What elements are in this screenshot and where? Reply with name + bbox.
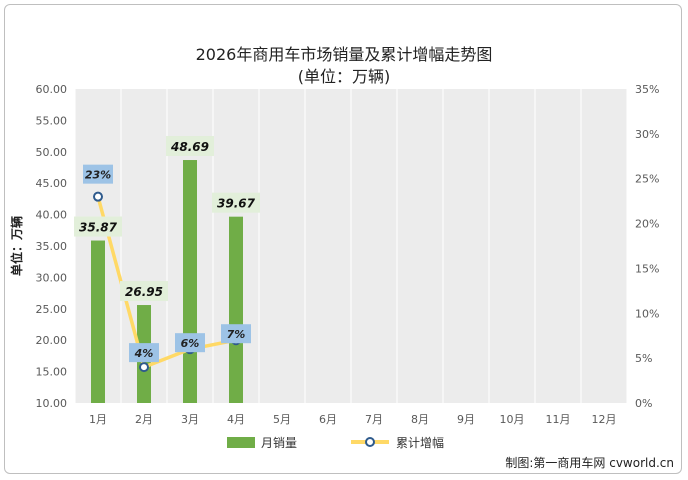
y-tick-label: 25.00 [36, 303, 68, 316]
x-tick-label: 9月 [457, 413, 475, 426]
chart-svg: 2026年商用车市场销量及累计增幅走势图 (单位：万辆) 60.00 55.00 5… [9, 45, 674, 470]
legend-line-marker [365, 437, 375, 447]
line-point [93, 191, 103, 202]
x-tick-label: 8月 [411, 413, 429, 426]
bar-data-label: 48.69 [170, 140, 209, 154]
source-credit: 制图:第一商用车网 cvworld.cn [505, 455, 674, 470]
chart-frame: 2026年商用车市场销量及累计增幅走势图 (单位：万辆) 60.00 55.00 5… [4, 4, 682, 474]
bar-data-labels: 35.87 26.95 48.69 39.67 [74, 136, 260, 302]
y2-tick-label: 0% [635, 397, 652, 410]
bar-data-label: 26.95 [125, 285, 163, 299]
x-tick-label: 1月 [89, 413, 107, 426]
line-data-labels: 23% 4% 6% 7% [83, 164, 251, 363]
chart-title: 2026年商用车市场销量及累计增幅走势图 [196, 45, 493, 64]
y-tick-label: 35.00 [36, 240, 68, 253]
point-data-label: 7% [227, 328, 246, 341]
x-tick-label: 11月 [546, 413, 571, 426]
y-tick-label: 45.00 [36, 177, 68, 190]
legend-bar-swatch [227, 437, 255, 448]
x-axis: 1月 2月 3月 4月 5月 6月 7月 8月 9月 10月 11月 12月 [89, 413, 617, 426]
point-label-box [221, 324, 251, 344]
point-label-box [129, 343, 159, 363]
x-tick-label: 2月 [135, 413, 153, 426]
y-tick-label: 15.00 [36, 366, 68, 379]
y-tick-label: 40.00 [36, 209, 68, 222]
y-tick-label: 30.00 [36, 271, 68, 284]
y-tick-label: 20.00 [36, 334, 68, 347]
bar-label-box [166, 136, 214, 157]
x-tick-label: 3月 [181, 413, 199, 426]
legend-line-label: 累计增幅 [396, 435, 444, 450]
chart-subtitle: (单位：万辆) [298, 67, 391, 86]
bar [229, 216, 243, 403]
y-axis-right: 35% 30% 25% 20% 15% 10% 5% 0% [635, 83, 659, 410]
y2-tick-label: 10% [635, 307, 659, 320]
y-tick-label: 50.00 [36, 146, 68, 159]
legend: 月销量 累计增幅 [227, 435, 444, 450]
y-axis-label: 单位：万辆 [9, 216, 24, 276]
point-label-box [83, 164, 113, 184]
point-data-label: 4% [134, 347, 154, 360]
bar [91, 240, 105, 403]
y-tick-label: 60.00 [36, 83, 68, 96]
bar-data-label: 35.87 [79, 221, 118, 235]
y2-tick-label: 30% [635, 128, 659, 141]
x-tick-label: 12月 [592, 413, 617, 426]
bar-data-label: 39.67 [217, 197, 256, 211]
x-tick-label: 7月 [365, 413, 383, 426]
x-tick-label: 6月 [319, 413, 337, 426]
y-tick-label: 55.00 [36, 114, 68, 127]
bar-label-box [212, 192, 260, 213]
y-axis-left: 60.00 55.00 50.00 45.00 40.00 35.00 30.00 25.00… [36, 83, 68, 410]
x-tick-label: 10月 [500, 413, 525, 426]
y2-tick-label: 20% [635, 218, 659, 231]
x-tick-label: 5月 [273, 413, 291, 426]
point-data-label: 6% [181, 337, 200, 350]
point-data-label: 23% [85, 169, 111, 182]
x-tick-label: 4月 [227, 413, 245, 426]
y2-tick-label: 35% [635, 83, 659, 96]
point-label-box [175, 333, 205, 353]
bar [183, 160, 197, 403]
y2-tick-label: 15% [635, 262, 659, 275]
bar-label-box [120, 281, 168, 302]
legend-bar-label: 月销量 [261, 436, 297, 450]
line-point [139, 362, 149, 373]
y2-tick-label: 5% [635, 352, 652, 365]
bar-label-box [74, 216, 122, 237]
y2-tick-label: 25% [635, 173, 659, 186]
y-tick-label: 10.00 [36, 397, 68, 410]
